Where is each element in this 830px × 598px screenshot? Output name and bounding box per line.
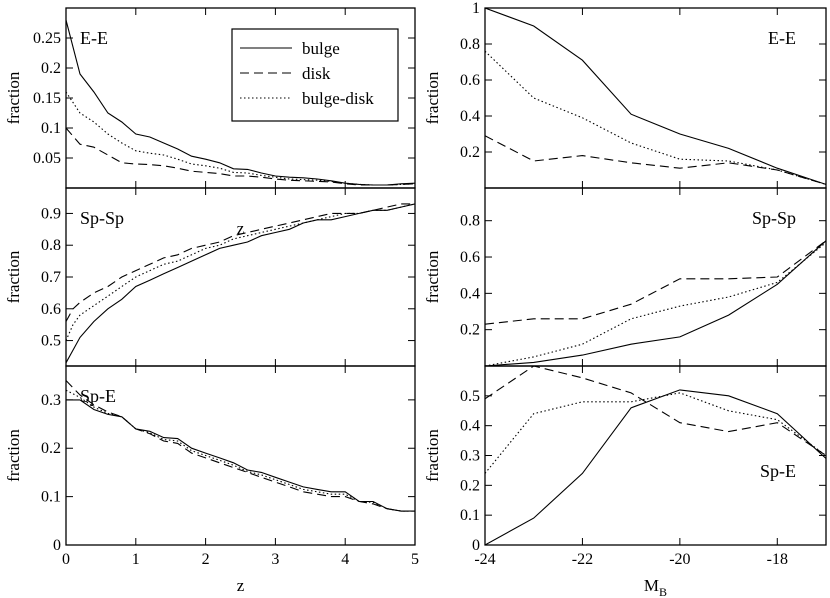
y-tick-label: 0.6: [41, 301, 61, 318]
series-line-bulge: [485, 240, 826, 366]
y-tick-label: 0.5: [41, 333, 61, 350]
y-tick-label: 0.8: [460, 36, 480, 53]
y-tick-label: 0.8: [41, 237, 61, 254]
panel-title: Sp-Sp: [80, 208, 124, 228]
x-tick-label: -18: [767, 551, 788, 568]
y-tick-label: 0.15: [33, 90, 61, 107]
y-tick-label: 0.2: [460, 144, 480, 161]
y-tick-label: 0.8: [460, 213, 480, 230]
y-tick-label: 0: [472, 537, 480, 554]
series-line-bulge-disk: [485, 392, 826, 474]
panel-right-bottom: -24 -22 -20 -18 0 0.1 0.2 0.3 0.4 0.5 fraction Sp-E…: [423, 365, 827, 598]
y-tick-label: 0.1: [41, 489, 61, 506]
x-axis-label: MB: [644, 576, 667, 598]
x-tick-label: 2: [202, 551, 210, 568]
panel-left-top: 0.050.10.150.20.25fractionE-Ezbulgediskb…: [4, 7, 416, 238]
y-tick-label: 0.3: [460, 448, 480, 465]
y-tick-label: 0.7: [41, 269, 61, 286]
y-axis-label: fraction: [4, 429, 23, 482]
x-tick-label: -20: [669, 551, 690, 568]
y-tick-label: 0.2: [460, 322, 480, 339]
legend: bulge disk bulge-disk: [231, 28, 399, 122]
series-line-bulge-disk: [66, 389, 415, 512]
y-tick-label: 0.2: [460, 477, 480, 494]
y-tick-label: 0.05: [33, 150, 61, 167]
y-tick-label: 0.3: [41, 392, 61, 409]
x-tick-label: 0: [62, 551, 70, 568]
y-axis-label: fraction: [423, 429, 442, 482]
series-line-bulge-disk: [66, 203, 415, 341]
y-tick-label: 0.9: [41, 205, 61, 222]
panel-left-middle: 0.5 0.6 0.7 0.8 0.9 fraction Sp-Sp: [4, 187, 416, 367]
x-tick-label: 3: [271, 551, 279, 568]
y-tick-label: 0.4: [460, 285, 480, 302]
series-line-bulge-disk: [66, 91, 415, 186]
series-line-disk: [485, 135, 826, 185]
legend-box: [231, 28, 399, 122]
y-axis-label: fraction: [4, 250, 23, 303]
panel-title: E-E: [80, 28, 108, 48]
y-tick-label: 0.1: [460, 507, 480, 524]
legend-label: bulge: [302, 39, 340, 58]
series-line-disk: [66, 380, 415, 512]
y-axis-label: fraction: [423, 250, 442, 303]
plot-frame: [484, 365, 827, 546]
y-tick-label: 0.6: [460, 249, 480, 266]
series-line-bulge: [485, 8, 826, 185]
plot-frame: [65, 365, 416, 546]
x-axis-label: z: [237, 576, 245, 595]
panel-title: E-E: [768, 28, 796, 48]
panel-title: Sp-Sp: [752, 208, 796, 228]
x-tick-label: -24: [474, 551, 495, 568]
series-line-disk: [66, 127, 415, 186]
y-tick-label: 0.1: [41, 120, 61, 137]
y-tick-label: 0.2: [41, 440, 61, 457]
series-line-bulge: [66, 203, 415, 364]
panel-title: Sp-E: [760, 461, 796, 481]
series-line-bulge-disk: [485, 50, 826, 185]
y-tick-label: 0.6: [460, 72, 480, 89]
x-tick-label: -22: [572, 551, 593, 568]
series-line-disk: [485, 366, 826, 456]
y-axis-label: fraction: [4, 71, 23, 124]
series-line-bulge: [485, 389, 826, 545]
y-tick-label: 0.5: [460, 388, 480, 405]
y-axis-label: fraction: [423, 71, 442, 124]
x-tick-label: 1: [132, 551, 140, 568]
series-line-disk: [66, 203, 415, 322]
x-tick-label: 4: [341, 551, 349, 568]
series-line-disk: [485, 240, 826, 325]
legend-label: disk: [302, 64, 331, 83]
series-line-bulge: [66, 399, 415, 512]
panel-right-middle: 0.2 0.4 0.6 0.8 fraction Sp-Sp: [423, 187, 827, 367]
y-tick-label: 1: [472, 0, 480, 17]
x-tick-label: 5: [411, 551, 419, 568]
y-tick-label: 0.2: [41, 60, 61, 77]
x-axis-label: z: [237, 219, 245, 238]
panel-title: Sp-E: [80, 386, 116, 406]
legend-label: bulge-disk: [302, 89, 374, 108]
panel-left-bottom: 0 1 2 3 4 5 0 0.1 0.2 0.3 fraction Sp-E z: [4, 365, 419, 595]
y-tick-label: 0: [53, 537, 61, 554]
series-line-bulge-disk: [485, 242, 826, 366]
y-tick-label: 0.4: [460, 108, 480, 125]
y-tick-label: 0.25: [33, 30, 61, 47]
panel-right-top: 0.2 0.4 0.6 0.8 1 fraction E-E: [423, 0, 827, 189]
y-tick-label: 0.4: [460, 418, 480, 435]
